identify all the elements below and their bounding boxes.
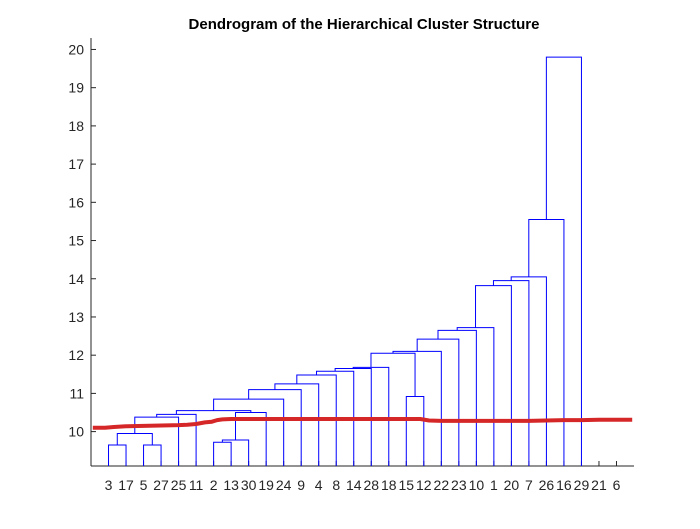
leaf-label: 20: [504, 477, 520, 493]
leaf-label: 12: [416, 477, 432, 493]
x-axis: 3 17 5 27 25 11 2 13 30 19 24 9 4 8 14 28 18 15 12 22 23 10 1 2…: [91, 461, 634, 493]
dendrogram-link: [274, 383, 320, 466]
leaf-label: 28: [363, 477, 379, 493]
leaf-label: 4: [315, 477, 323, 493]
y-tick-label: 15: [68, 233, 84, 249]
leaf-label: 9: [297, 477, 305, 493]
dendrogram-link: [545, 56, 582, 466]
leaf-label: 27: [153, 477, 169, 493]
y-tick-label: 16: [68, 194, 84, 210]
leaf-label: 26: [539, 477, 555, 493]
cutoff-line-group: [92, 417, 633, 430]
dendrogram-link: [475, 285, 512, 466]
y-tick-label: 17: [68, 156, 84, 172]
cutoff-line: [92, 417, 633, 430]
y-axis: 10 11 12 13 14 15 16 17 18 19 20: [68, 38, 96, 466]
dendrogram-link: [143, 444, 162, 466]
leaf-label: 18: [381, 477, 397, 493]
y-tick-label: 20: [68, 41, 84, 57]
leaf-label: 17: [118, 477, 134, 493]
leaf-label: 6: [613, 477, 621, 493]
y-tick-label: 19: [68, 80, 84, 96]
dendrogram-link: [492, 280, 530, 466]
leaf-label: 23: [451, 477, 467, 493]
dendrogram-link: [108, 444, 127, 466]
dendrogram-link: [528, 219, 565, 466]
dendrogram-link: [213, 441, 232, 466]
leaf-label: 15: [399, 477, 415, 493]
leaf-label: 3: [105, 477, 113, 493]
leaf-label: 2: [210, 477, 218, 493]
leaf-label: 24: [276, 477, 292, 493]
y-tick-label: 11: [69, 385, 84, 401]
dendrogram-link: [456, 327, 495, 466]
leaf-label: 13: [223, 477, 239, 493]
dendrogram-links: [108, 56, 582, 466]
dendrogram-link: [248, 389, 302, 466]
leaf-label: 5: [140, 477, 148, 493]
leaf-label: 21: [591, 477, 607, 493]
leaf-label: 19: [258, 477, 274, 493]
leaf-label: 25: [171, 477, 187, 493]
dendrogram-link: [221, 439, 250, 466]
y-tick-label: 14: [68, 271, 84, 287]
leaf-label: 30: [241, 477, 257, 493]
y-tick-label: 12: [68, 347, 84, 363]
chart-title: Dendrogram of the Hierarchical Cluster S…: [189, 16, 540, 33]
leaf-label: 1: [490, 477, 498, 493]
dendrogram-link: [392, 350, 442, 466]
dendrogram-link: [370, 352, 416, 397]
dendrogram-link: [405, 395, 425, 466]
dendrogram-link: [116, 433, 153, 445]
dendrogram-link: [416, 338, 460, 466]
leaf-label: 22: [434, 477, 450, 493]
dendrogram-link: [156, 413, 197, 466]
leaf-label: 7: [525, 477, 533, 493]
leaf-label: 11: [189, 477, 204, 493]
y-tick-label: 18: [68, 118, 84, 134]
dendrogram-link: [437, 329, 477, 466]
leaf-label: 10: [469, 477, 485, 493]
leaf-label: 14: [346, 477, 362, 493]
leaf-label: 29: [574, 477, 590, 493]
leaf-label: 16: [556, 477, 572, 493]
leaf-label: 8: [332, 477, 340, 493]
y-tick-label: 13: [68, 309, 84, 325]
y-tick-label: 10: [68, 424, 84, 440]
